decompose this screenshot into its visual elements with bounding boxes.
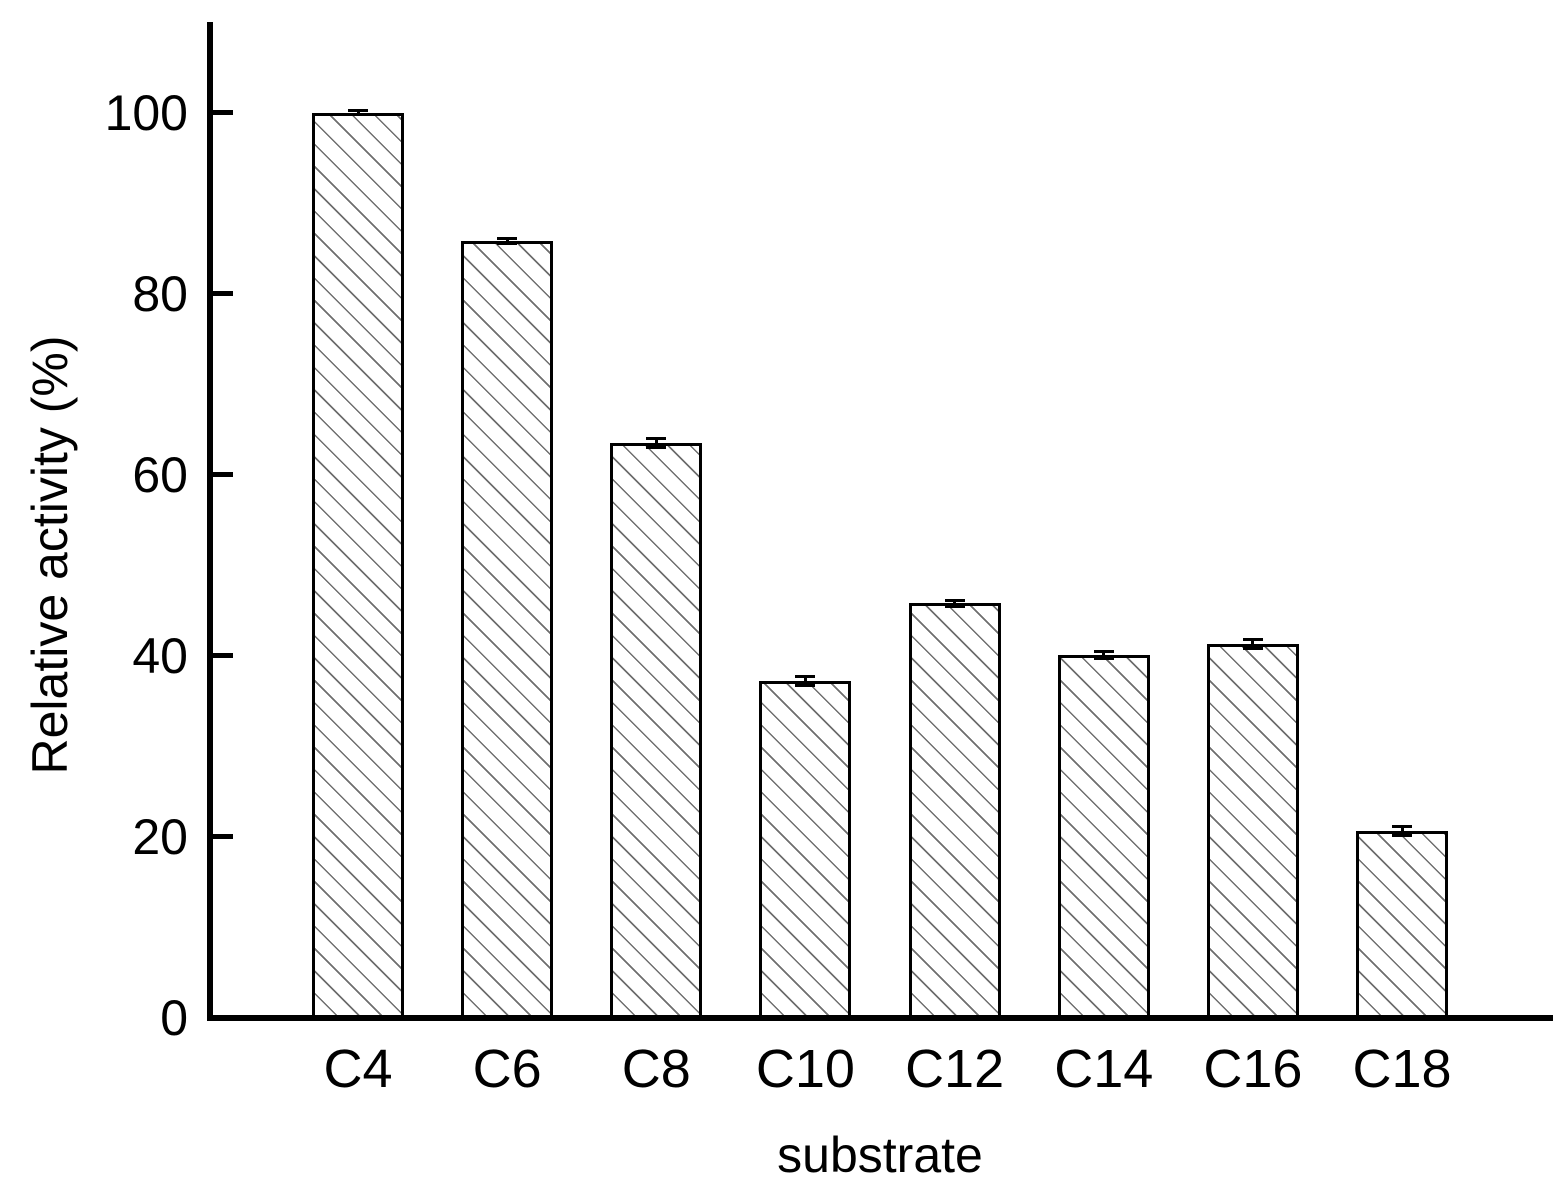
- y-tick-mark: [213, 834, 233, 840]
- error-bar-c14: [1102, 651, 1106, 659]
- x-tick-label-c6: C6: [472, 1039, 542, 1099]
- error-cap-bottom-c16: [1242, 647, 1263, 651]
- x-tick-label-c10: C10: [755, 1039, 855, 1099]
- bar-c6: [461, 241, 554, 1018]
- error-cap-top-c18: [1392, 824, 1413, 828]
- error-bar-c16: [1251, 639, 1255, 649]
- y-tick-mark: [213, 291, 233, 297]
- bar-c12: [908, 603, 1001, 1018]
- x-axis-title: substrate: [777, 1127, 983, 1183]
- y-axis-title: Relative activity (%): [22, 335, 78, 775]
- x-tick-label-c8: C8: [621, 1039, 691, 1099]
- y-tick-label: 20: [132, 808, 188, 865]
- error-cap-bottom-c4: [348, 112, 368, 116]
- error-cap-bottom-c12: [944, 604, 965, 608]
- x-tick-label-c18: C18: [1352, 1039, 1452, 1099]
- error-cap-top-c4: [348, 109, 368, 113]
- error-bar-c18: [1400, 826, 1404, 836]
- error-cap-top-c16: [1242, 638, 1263, 642]
- bar-c16: [1206, 644, 1299, 1018]
- error-bar-c12: [953, 600, 957, 606]
- error-bar-c10: [803, 676, 807, 686]
- error-cap-top-c8: [646, 437, 667, 440]
- x-axis-line: [207, 1015, 1553, 1021]
- error-cap-top-c10: [795, 675, 816, 679]
- error-cap-top-c6: [497, 236, 518, 240]
- bar-c14: [1057, 654, 1150, 1018]
- y-tick-label: 80: [132, 265, 188, 322]
- y-axis-line: [207, 22, 213, 1021]
- x-tick-label-c16: C16: [1203, 1039, 1303, 1099]
- y-tick-label: 60: [132, 446, 188, 503]
- y-tick-label: 100: [104, 84, 188, 141]
- error-bar-c8: [654, 438, 658, 448]
- y-tick-mark: [213, 472, 233, 478]
- error-cap-top-c12: [944, 599, 965, 603]
- error-bar-c4: [356, 110, 360, 115]
- error-bar-c6: [505, 238, 509, 244]
- x-tick-label-c12: C12: [905, 1039, 1005, 1099]
- y-tick-label: 40: [132, 627, 188, 684]
- bar-c18: [1356, 830, 1449, 1018]
- y-tick-label: 0: [160, 990, 188, 1046]
- bar-c10: [759, 681, 852, 1018]
- x-tick-label-c14: C14: [1054, 1039, 1154, 1099]
- error-cap-bottom-c8: [646, 446, 667, 450]
- error-cap-bottom-c14: [1093, 657, 1114, 661]
- x-tick-label-c4: C4: [323, 1039, 393, 1099]
- error-cap-bottom-c10: [795, 684, 816, 688]
- bar-c8: [610, 443, 703, 1018]
- error-cap-bottom-c6: [497, 242, 518, 246]
- error-cap-top-c14: [1093, 649, 1114, 653]
- y-tick-mark: [213, 653, 233, 659]
- error-cap-bottom-c18: [1392, 833, 1413, 837]
- bar-c4: [312, 112, 404, 1018]
- y-tick-mark: [213, 110, 233, 116]
